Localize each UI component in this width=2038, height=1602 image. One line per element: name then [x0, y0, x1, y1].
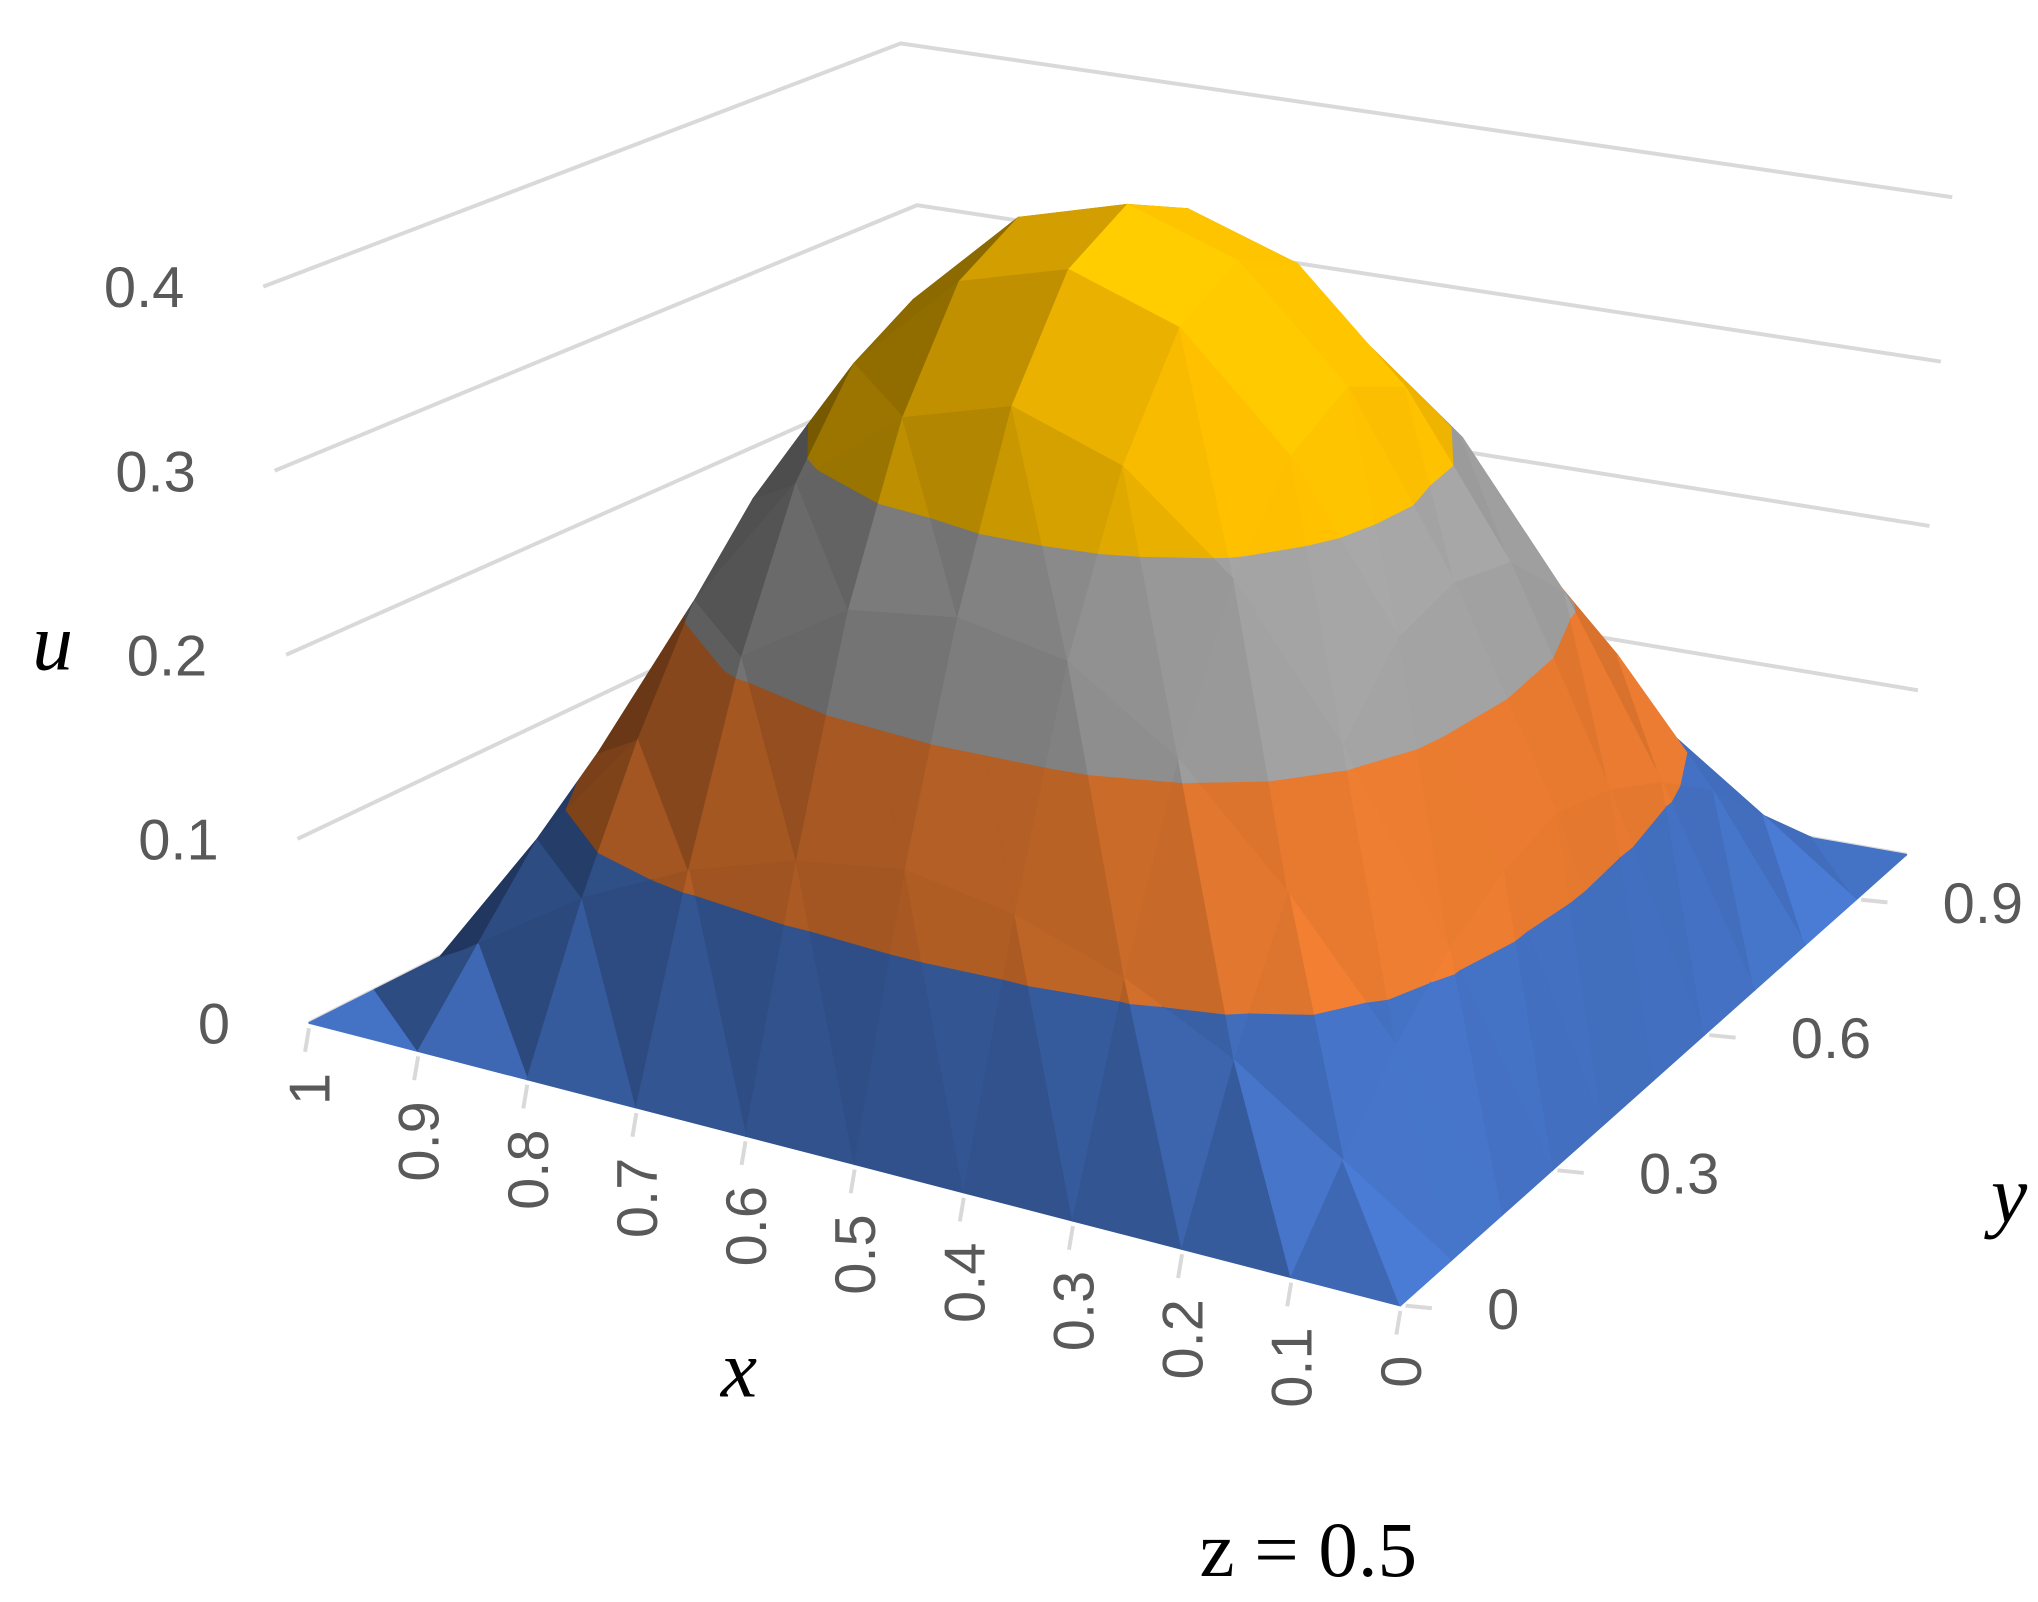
- surface-patch: [1712, 790, 1807, 991]
- y-tick-label: 0.6: [1791, 1007, 1871, 1071]
- x-axis-title: x: [720, 1324, 757, 1415]
- surface-patch: [1342, 1159, 1452, 1307]
- annotation: z = 0.5: [1199, 1507, 1417, 1594]
- x-tick-mark: [848, 1169, 857, 1194]
- x-tick-label: 1: [279, 1073, 343, 1105]
- surface-patch: [1430, 948, 1456, 983]
- surface-patch: [683, 870, 695, 896]
- x-tick-mark: [957, 1197, 966, 1222]
- z-axis-title: u: [32, 597, 73, 688]
- x-tick-label: 0.2: [1152, 1299, 1216, 1379]
- x-tick-label: 0.9: [388, 1101, 452, 1181]
- x-tick-mark: [1394, 1310, 1403, 1335]
- x-tick-label: 0.1: [1261, 1327, 1325, 1407]
- y-tick-label: 0: [1487, 1278, 1519, 1342]
- surface-patch: [1404, 386, 1454, 486]
- surface-patch: [1248, 892, 1314, 1015]
- x-tick-label: 0: [1370, 1356, 1434, 1388]
- surface-patch: [1609, 789, 1634, 858]
- y-tick-mark: [1860, 897, 1888, 905]
- surface: [308, 203, 1908, 1307]
- z-tick-label: 0.2: [127, 624, 207, 688]
- surface-patch: [1177, 759, 1198, 784]
- z-tick-label: 0.4: [104, 256, 184, 320]
- x-tick-mark: [1067, 1225, 1075, 1251]
- surface-patch: [1509, 562, 1554, 678]
- y-tick-label: 0.9: [1943, 872, 2023, 936]
- surface-patch: [1395, 1044, 1503, 1262]
- x-tick-label: 0.4: [933, 1243, 997, 1323]
- x-tick-mark: [412, 1056, 421, 1081]
- surface-patch: [1122, 465, 1213, 559]
- y-tick-label: 0.3: [1639, 1143, 1719, 1207]
- labels: u x y z = 0.5 0 0.1 0.2 0.3 0.4 0 0.1 0.2 0.3 0.4…: [32, 256, 2028, 1594]
- x-tick-label: 0.3: [1042, 1271, 1106, 1351]
- surface-patch: [1454, 582, 1508, 717]
- surface-patch: [1289, 455, 1341, 546]
- surface-patch: [1811, 837, 1908, 901]
- z-tick-label: 0.1: [138, 808, 218, 872]
- x-tick-label: 0.6: [715, 1186, 779, 1266]
- surface-patch: [1398, 637, 1444, 750]
- x-tick-label: 0.7: [606, 1158, 670, 1238]
- x-tick-mark: [303, 1027, 311, 1053]
- y-axis-title: y: [1984, 1149, 2028, 1240]
- x-tick-label: 0.8: [497, 1129, 561, 1209]
- surface-patch: [1124, 978, 1163, 1008]
- surface-patch: [1346, 766, 1451, 1000]
- grid-line: [273, 203, 1942, 473]
- surface-patch: [1661, 782, 1672, 807]
- surface-patch: [1347, 386, 1414, 525]
- x-tick-mark: [1285, 1282, 1294, 1307]
- surface-patch: [1762, 814, 1857, 946]
- surface-patch: [1564, 592, 1576, 619]
- y-tick-mark: [1557, 1168, 1584, 1175]
- z-tick-label: 0: [198, 992, 230, 1056]
- surface-patch: [1342, 746, 1355, 771]
- z-tick-label: 0.3: [115, 440, 195, 504]
- x-tick-mark: [1176, 1254, 1184, 1279]
- x-tick-mark: [630, 1112, 639, 1138]
- grid-line: [262, 41, 1953, 289]
- y-tick-mark: [1405, 1303, 1433, 1311]
- surface-patch: [417, 943, 529, 1081]
- x-tick-mark: [739, 1140, 748, 1166]
- x-tick-label: 0.5: [824, 1214, 888, 1294]
- surface-patch: [1182, 781, 1290, 1015]
- y-tick-mark: [1709, 1033, 1736, 1040]
- surface-patch: [1556, 813, 1586, 903]
- x-tick-mark: [521, 1084, 530, 1109]
